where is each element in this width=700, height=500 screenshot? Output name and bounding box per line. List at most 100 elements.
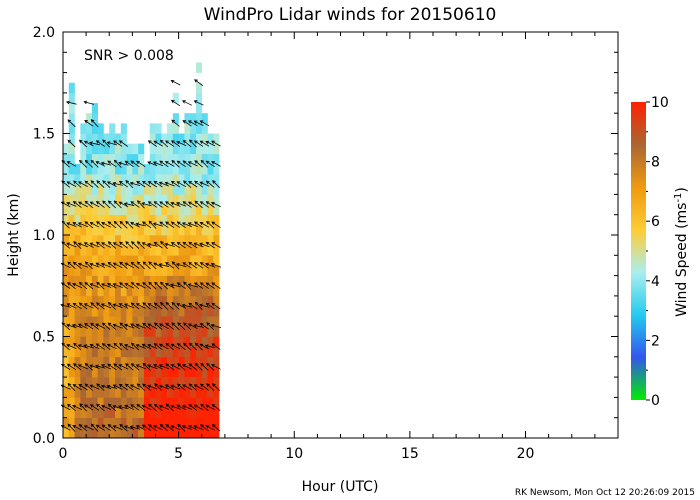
heatmap-cell [91,204,98,215]
wind-arrow-head [211,161,215,165]
heatmap-cell [63,306,70,317]
wind-arrow-shaft [107,141,118,146]
heatmap-cell [178,285,185,297]
heatmap-cell [91,245,98,256]
heatmap-cell [155,387,162,398]
wind-arrow-shaft [147,385,158,390]
wind-arrow-shaft [200,323,210,330]
heatmap-cell [172,245,179,256]
wind-arrow-head [182,139,187,144]
heatmap-cell [115,265,122,276]
wind-arrow-shaft [131,342,140,351]
heatmap-cell [167,417,174,429]
heatmap-cell [155,295,162,307]
heatmap-cell [103,255,110,266]
wind-arrow-head [198,303,203,308]
heatmap-cell [120,397,127,408]
heatmap-cell [149,326,156,337]
heatmap-cell [86,224,93,236]
heatmap-cell [109,387,116,398]
wind-arrow-head [89,201,94,205]
wind-arrow-head [205,160,210,164]
heatmap-cell [178,163,185,175]
heatmap-cell [143,346,151,358]
heatmap-cell [103,316,110,327]
heatmap-cell [213,417,220,429]
heatmap-cell [97,174,104,185]
wind-arrow-shaft [118,405,129,410]
wind-arrow-shaft [108,403,117,412]
heatmap-cell [126,245,133,256]
heatmap-cell [195,295,203,307]
heatmap-cell [201,255,208,266]
heatmap-cell [178,235,185,246]
wind-arrow-head [147,181,152,185]
heatmap-cell [80,285,87,297]
heatmap-cell [201,377,208,388]
wind-arrow-shaft [79,282,88,290]
heatmap-cell [155,174,162,185]
wind-arrow-shaft [200,140,210,147]
wind-arrow-shaft [212,383,221,391]
heatmap-cell [207,275,214,287]
wind-arrow-head [200,383,204,388]
wind-arrow-head [84,200,89,205]
wind-arrow-head [175,263,180,267]
heatmap-cell [120,356,127,368]
heatmap-cell [167,265,174,276]
heatmap-cell [74,366,81,378]
heatmap-cell [63,174,70,185]
heatmap-cell [167,366,174,378]
wind-arrow-head [107,261,112,266]
wind-arrow-shaft [165,262,175,269]
heatmap-cell [126,346,133,358]
heatmap-cell [68,255,75,266]
heatmap-cell [115,275,122,287]
heatmap-cell [207,316,214,327]
heatmap-cell [80,377,87,388]
wind-arrow-shaft [72,405,83,410]
heatmap-cell [207,366,214,378]
wind-arrow-head [176,141,181,145]
heatmap-cell [109,163,116,175]
heatmap-cell [68,103,75,114]
wind-arrow-shaft [171,119,180,127]
wind-arrow-shaft [102,180,111,188]
heatmap-cell [161,316,168,327]
wind-arrow-head [164,282,169,287]
heatmap-cell [91,346,98,358]
heatmap-cell [97,407,104,418]
heatmap-cell [207,387,214,398]
heatmap-cell [167,295,174,307]
heatmap-cell [201,346,208,358]
heatmap-cell [201,235,208,246]
wind-arrow-head [193,324,198,328]
wind-arrow-shaft [90,283,100,288]
wind-arrow-shaft [194,79,204,87]
wind-arrow-shaft [124,203,135,207]
heatmap-cell [195,265,203,276]
wind-arrow-shaft [125,383,134,391]
wind-arrow-shaft [113,303,123,309]
heatmap-cell [126,163,133,175]
heatmap-cell [80,306,87,317]
heatmap-cell [103,275,110,287]
heatmap-cell [86,417,93,429]
heatmap-cell [63,356,70,368]
heatmap-cell [86,295,93,307]
wind-arrow-shaft [206,383,215,391]
wind-arrow-shaft [130,426,141,430]
heatmap-cell [126,366,133,378]
wind-arrow-shaft [119,343,128,351]
wind-arrow-head [123,202,128,206]
wind-arrow-shaft [195,363,203,371]
wind-arrow-head [101,424,106,428]
heatmap-cell [207,245,214,256]
wind-arrow-head [67,282,71,286]
wind-arrow-head [100,303,105,307]
wind-arrow-head [66,181,71,185]
heatmap-cell [132,204,139,215]
heatmap-cell [184,153,191,165]
colorbar-label: Wind Speed (ms-1) [673,187,690,317]
wind-arrow-shaft [73,261,82,269]
